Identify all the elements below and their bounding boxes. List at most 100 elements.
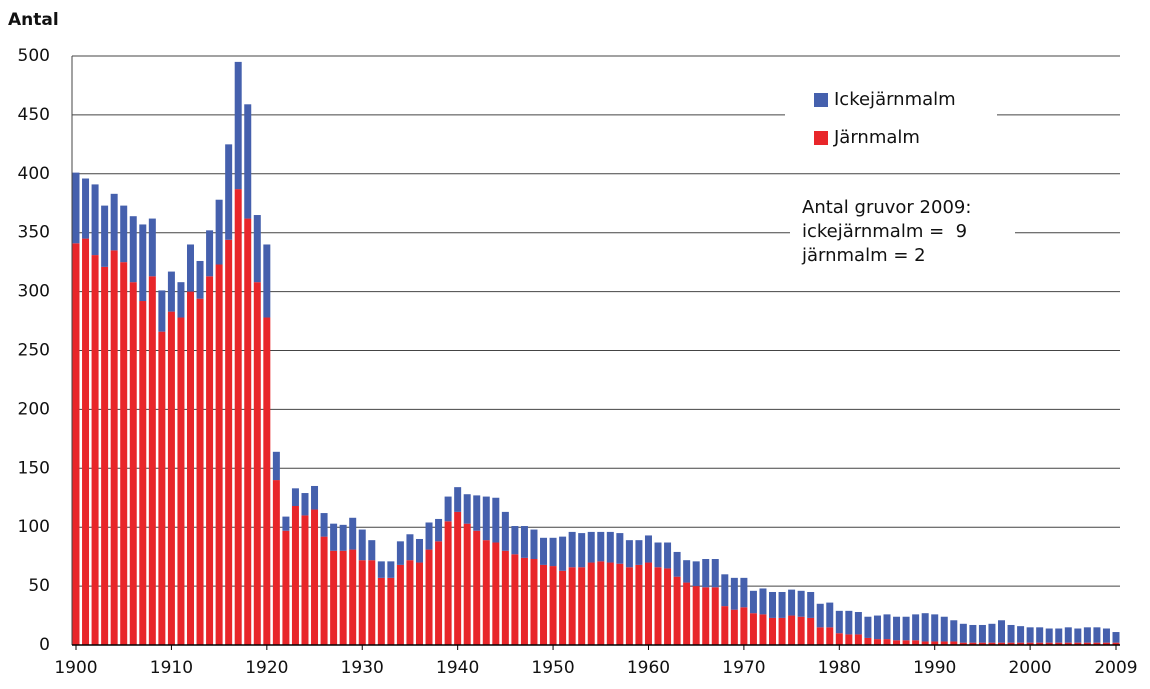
bar-segment [921,641,929,645]
bar-segment [406,534,414,561]
bar-segment [740,607,748,645]
bar-segment [702,559,710,588]
bar-segment [244,218,252,645]
bar-segment [415,538,423,563]
bar-segment [635,540,643,565]
bar-segment [387,561,395,578]
bar-segment [1064,642,1072,645]
bar-segment [902,640,910,645]
bar-segment [463,494,471,524]
bar-segment [225,239,233,645]
bar-segment [1045,628,1053,643]
bar-segment [272,480,280,645]
bar-segment [807,617,815,645]
bar-segment [1017,626,1025,643]
bar-segment [301,493,309,516]
bar-segment [721,606,729,645]
bar-segment [864,637,872,645]
bar-segment [110,193,118,251]
bar-segment [559,536,567,571]
bar-segment [950,620,958,642]
bar-segment [311,509,319,645]
bar-segment [702,587,710,645]
bar-segment [330,550,338,645]
x-tick-label: 1940 [436,658,479,678]
bar-segment [520,526,528,558]
bar-segment [368,540,376,561]
bar-segment [167,271,175,312]
bar-segment [797,616,805,645]
bar-segment [177,282,185,318]
bar-segment [339,524,347,551]
bar-segment [225,144,233,240]
bar-segment [1036,627,1044,643]
bar-segment [1017,642,1025,645]
bar-segment [473,495,481,531]
y-tick-label: 200 [18,399,50,419]
bar-segment [740,577,748,608]
bar-segment [1074,642,1082,645]
bar-segment [435,541,443,645]
bar-segment [320,536,328,645]
bar-segment [826,602,834,628]
bar-segment [91,184,99,256]
bar-segment [644,562,652,645]
bar-segment [377,561,385,578]
bar-segment [1102,628,1110,643]
bar-segment [396,541,404,565]
y-axis-title: Antal [8,10,59,30]
bar-segment [1074,628,1082,643]
bar-segment [940,616,948,642]
bar-segment [196,298,204,645]
bar-segment [1026,642,1034,645]
bar-segment [139,224,147,302]
bar-segment [788,615,796,645]
x-tick-label: 1910 [150,658,193,678]
bar-segment [82,178,90,239]
bar-segment [387,577,395,645]
bar-segment [969,642,977,645]
bar-segment [625,567,633,645]
bar-segment [520,557,528,645]
bar-segment [912,614,920,641]
bar-segment [616,563,624,645]
bar-segment [301,515,309,645]
y-tick-label: 300 [18,282,50,302]
bar-segment [749,613,757,645]
bar-segment [988,642,996,645]
bar-segment [549,537,557,567]
bar-segment [215,199,223,265]
bar-segment [272,451,280,481]
bar-segment [330,523,338,551]
bar-segment [635,564,643,645]
bar-segment [1045,642,1053,645]
bar-segment [110,250,118,645]
bar-segment [215,264,223,645]
bar-segment [664,568,672,645]
bar-segment [625,540,633,568]
bar-segment [988,623,996,643]
bar-segment [454,511,462,645]
bar-segment [587,562,595,645]
bar-segment [568,567,576,645]
annotation: järnmalm = 2 [801,245,926,266]
bar-segment [606,531,614,563]
bar-segment [730,577,738,610]
bar-segment [778,591,786,618]
bar-segment [978,642,986,645]
bar-segment [186,244,194,292]
bar-segment [807,591,815,618]
bar-segment [1112,632,1120,643]
bar-segment [778,617,786,645]
bar-segment [120,262,128,645]
bar-segment [873,615,881,640]
bar-segment [549,566,557,645]
bar-segment [396,564,404,645]
bar-segment [358,529,366,561]
bar-segment [683,560,691,583]
bar-segment [253,282,261,645]
bar-segment [597,531,605,562]
bar-segment [139,301,147,645]
annotation: Antal gruvor 2009: [802,197,971,218]
bar-segment [120,205,128,263]
